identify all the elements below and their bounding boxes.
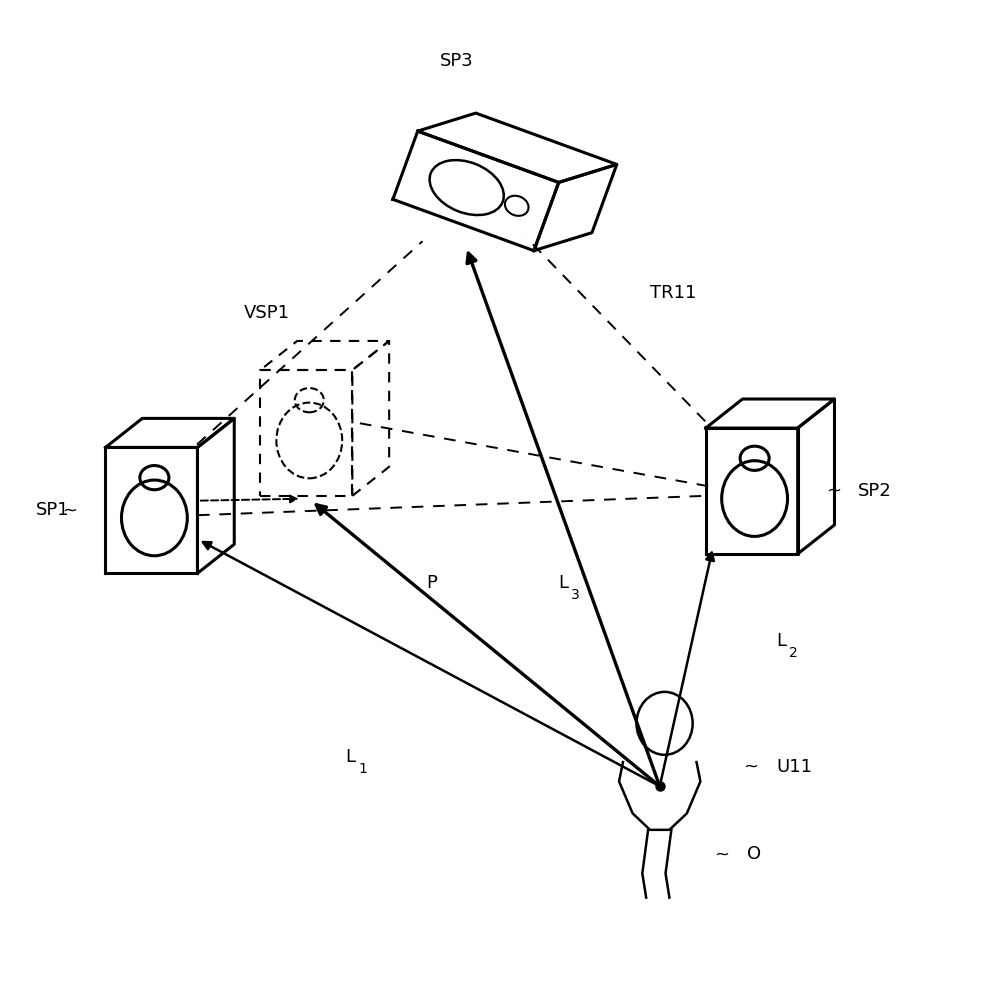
Text: L: L xyxy=(558,573,568,592)
Text: TR11: TR11 xyxy=(650,284,696,301)
Text: SP3: SP3 xyxy=(440,52,473,70)
Text: ~: ~ xyxy=(826,482,841,500)
Text: ~: ~ xyxy=(62,502,77,519)
Text: L: L xyxy=(345,748,355,766)
Text: O: O xyxy=(747,846,761,863)
Text: VSP1: VSP1 xyxy=(243,303,289,321)
Text: SP2: SP2 xyxy=(858,482,892,500)
Text: ~: ~ xyxy=(714,846,729,863)
Text: SP1: SP1 xyxy=(36,502,69,519)
Text: 3: 3 xyxy=(571,587,580,602)
Text: 1: 1 xyxy=(358,762,367,776)
Text: 2: 2 xyxy=(789,646,798,660)
Text: L: L xyxy=(776,632,786,650)
Text: ~: ~ xyxy=(743,758,758,776)
Text: U11: U11 xyxy=(776,758,812,776)
Text: P: P xyxy=(426,573,437,592)
